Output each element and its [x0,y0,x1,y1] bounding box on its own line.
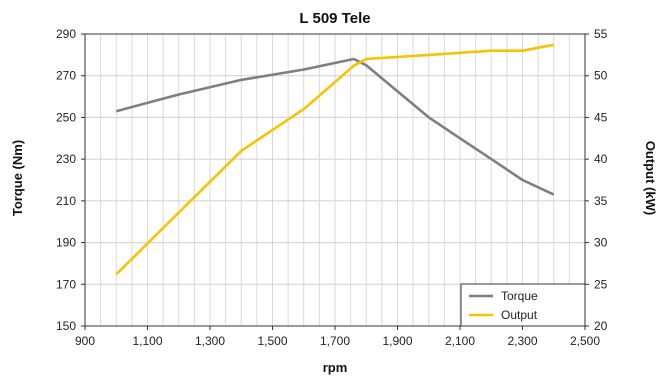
y-left-tick-label: 250 [56,110,76,124]
x-tick-label: 2,300 [507,334,537,348]
x-tick-label: 2,500 [570,334,600,348]
legend: Torque Output [460,283,586,327]
y-right-tick-label: 45 [594,110,608,124]
y-left-tick-label: 170 [56,277,76,291]
y-right-tick-label: 40 [594,152,608,166]
series-line-torque [115,57,555,196]
y-left-tick-label: 270 [56,69,76,83]
grid [84,33,586,327]
x-axis: 900 1,100 1,300 1,500 1,700 1,900 2,100 2,300 2,… [75,326,600,348]
x-tick-label: 900 [75,334,95,348]
y-right-tick-label: 35 [594,194,608,208]
y-axis-left: 150 170 190 210 230 250 270 290 [56,27,85,333]
y-right-tick-label: 25 [594,277,608,291]
x-tick-label: 2,100 [445,334,475,348]
x-tick-label: 1,500 [257,334,287,348]
y-right-tick-label: 30 [594,236,608,250]
x-tick-label: 1,900 [382,334,412,348]
y-axis-left-title: Torque (Nm) [10,140,25,216]
y-axis-right: 20 25 30 35 40 45 50 55 [585,27,608,333]
x-axis-title: rpm [323,360,348,375]
series-layer [115,43,555,276]
x-tick-label: 1,700 [320,334,350,348]
chart-title: L 509 Tele [299,10,370,27]
y-left-tick-label: 210 [56,194,76,208]
y-right-tick-label: 20 [594,319,608,333]
y-left-tick-label: 190 [56,236,76,250]
y-left-tick-label: 290 [56,27,76,41]
x-tick-label: 1,300 [195,334,225,348]
y-left-tick-label: 150 [56,319,76,333]
legend-box [460,283,586,327]
legend-label-torque: Torque [501,289,538,303]
y-axis-right-title: Output (kW) [643,141,658,215]
series-line-output [115,43,555,276]
y-right-tick-label: 50 [594,69,608,83]
y-right-tick-label: 55 [594,27,608,41]
y-left-tick-label: 230 [56,152,76,166]
x-tick-label: 1,100 [132,334,162,348]
legend-label-output: Output [501,308,538,322]
